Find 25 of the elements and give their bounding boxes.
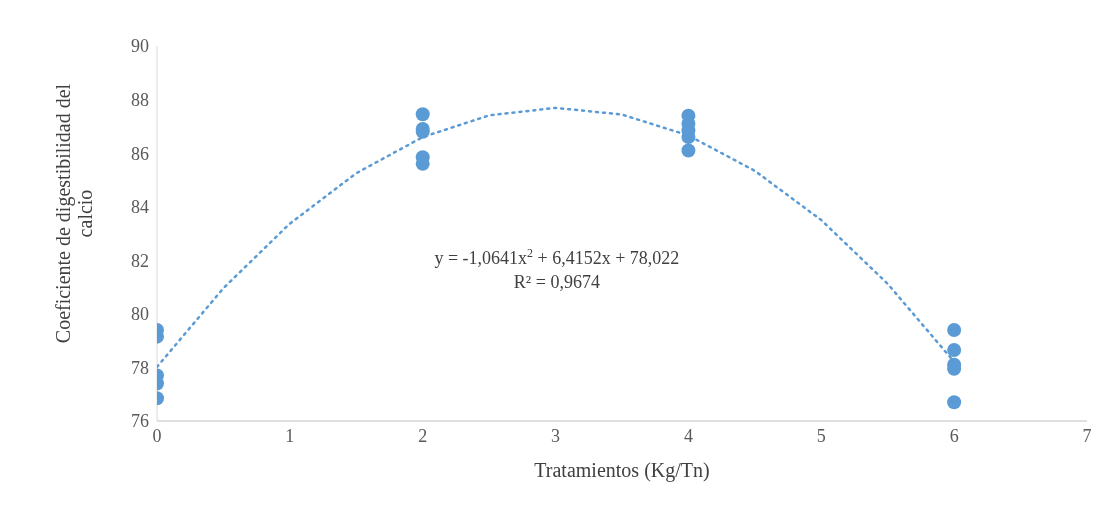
y-tick-label: 88 <box>131 89 149 110</box>
point <box>681 143 696 158</box>
y-tick-label: 76 <box>131 411 149 432</box>
x-tick-label: 4 <box>683 425 693 446</box>
x-tick-label: 1 <box>285 425 295 446</box>
y-axis-title: Coeficiente de digestibilidad del calcio <box>52 83 96 344</box>
point <box>947 395 962 410</box>
x-tick-label: 0 <box>152 425 162 446</box>
y-tick-label: 84 <box>131 197 149 218</box>
y-tick-label: 86 <box>131 143 149 164</box>
x-tick-label: 5 <box>816 425 826 446</box>
y-tick-label: 78 <box>131 357 149 378</box>
x-axis-title: Tratamientos (Kg/Tn) <box>534 459 710 482</box>
point <box>415 107 430 122</box>
x-tick-label: 6 <box>949 425 959 446</box>
annotation: R² = 0,9674 <box>513 271 600 292</box>
x-tick-label: 2 <box>418 425 428 446</box>
y-tick-label: 80 <box>131 304 149 325</box>
point <box>947 343 962 358</box>
point <box>947 322 962 337</box>
x-tick-label: 3 <box>551 425 561 446</box>
x-tick-label: 7 <box>1082 425 1092 446</box>
annotation: y = -1,0641x$^{2}$ + 6,4152x + 78,022 <box>434 245 680 268</box>
y-tick-label: 82 <box>131 250 149 271</box>
y-tick-label: 90 <box>131 36 149 57</box>
